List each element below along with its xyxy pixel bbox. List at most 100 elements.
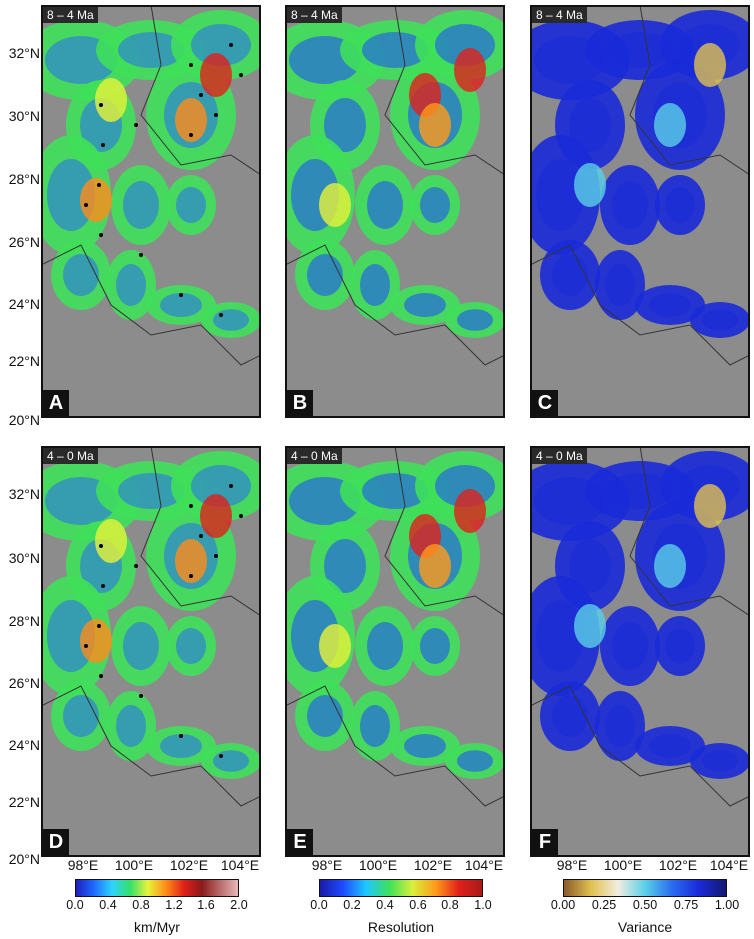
panel-f-map: [530, 446, 750, 857]
coverage-core: [702, 309, 738, 331]
cbar2-tick: 0.75: [673, 898, 699, 912]
panel-a-period: 8 – 4 Ma: [43, 7, 98, 23]
cbar2-tick: 0.25: [591, 898, 617, 912]
sample-point: [189, 63, 193, 67]
coverage-core: [607, 32, 673, 68]
map-graphic: [41, 5, 261, 366]
coverage-core: [213, 750, 249, 772]
lat-label-24b: 24°N: [8, 737, 40, 753]
coverage-core: [569, 539, 611, 593]
coverage-core: [47, 159, 95, 231]
coverage-core: [176, 187, 206, 223]
sample-point: [179, 293, 183, 297]
coverage-core: [569, 98, 611, 152]
coverage-core: [612, 181, 648, 229]
colorbar-variance: [563, 879, 727, 897]
map-graphic: [41, 446, 261, 807]
coverage-core: [118, 473, 184, 509]
panel-e-period: 4 – 0 Ma: [287, 448, 342, 464]
lat-label-30: 30°N: [8, 108, 40, 124]
panel-c-map: [530, 5, 750, 418]
lon-label-98-f: 98°E: [556, 857, 588, 873]
coverage-core: [123, 181, 159, 229]
sample-point: [99, 674, 103, 678]
lon-label-98-e: 98°E: [311, 857, 343, 873]
hotspot: [95, 78, 127, 122]
sample-point: [219, 754, 223, 758]
sample-point: [84, 644, 88, 648]
colorbar-title-resolution: Resolution: [367, 919, 435, 935]
lon-label-104-d: 104°E: [220, 857, 260, 873]
sample-point: [179, 734, 183, 738]
sample-point: [239, 73, 243, 77]
sample-point: [199, 93, 203, 97]
border-line: [530, 5, 750, 366]
map-graphic: [285, 446, 505, 807]
lat-label-26: 26°N: [8, 234, 40, 250]
coverage-core: [404, 293, 446, 317]
lat-label-22: 22°N: [8, 353, 40, 369]
coverage-core: [702, 750, 738, 772]
lon-label-100-d: 100°E: [114, 857, 154, 873]
coverage-core: [420, 628, 450, 664]
hotspot: [319, 624, 351, 668]
cbar1-tick: 0.4: [376, 898, 394, 912]
lon-label-102-d: 102°E: [169, 857, 209, 873]
map-graphic: [285, 5, 505, 366]
hotspot: [80, 178, 112, 222]
coverage-core: [307, 695, 343, 737]
sample-point: [189, 574, 193, 578]
coverage-core: [324, 539, 366, 593]
sample-point: [134, 123, 138, 127]
panel-a-map: [41, 5, 261, 418]
coverage-core: [191, 465, 251, 507]
hotspot: [200, 53, 232, 97]
panel-a-letter: A: [43, 390, 69, 416]
border-line: [41, 446, 261, 807]
coverage-core: [160, 293, 202, 317]
coverage-core: [649, 293, 691, 317]
cbar1-tick: 0.6: [409, 898, 427, 912]
sample-point: [97, 624, 101, 628]
colorbar-title-variance: Variance: [617, 919, 673, 935]
border-line: [41, 5, 261, 366]
coverage-core: [213, 309, 249, 331]
coverage-core: [605, 264, 635, 306]
sample-point: [229, 484, 233, 488]
hotspot: [95, 519, 127, 563]
cbar0-tick: 1.6: [197, 898, 215, 912]
lat-label-20: 20°N: [8, 412, 40, 428]
coverage-core: [63, 254, 99, 296]
coverage-core: [612, 622, 648, 670]
panel-e-map: [285, 446, 505, 857]
coverage-core: [360, 264, 390, 306]
coverage-core: [176, 628, 206, 664]
panel-f-period: 4 – 0 Ma: [532, 448, 587, 464]
hotspot: [419, 103, 451, 147]
sample-point: [99, 544, 103, 548]
coverage-core: [160, 734, 202, 758]
cbar0-tick: 0.8: [132, 898, 150, 912]
coverage-core: [552, 695, 588, 737]
coverage-core: [118, 32, 184, 68]
cbar2-tick: 0.00: [550, 898, 576, 912]
coverage-core: [307, 254, 343, 296]
cbar1-tick: 0.0: [310, 898, 328, 912]
coverage-core: [47, 600, 95, 672]
sample-point: [139, 253, 143, 257]
panel-c-period: 8 – 4 Ma: [532, 7, 587, 23]
colorbar-resolution: [319, 879, 483, 897]
cbar2-tick: 1.00: [714, 898, 740, 912]
lat-label-28: 28°N: [8, 171, 40, 187]
coverage-core: [552, 254, 588, 296]
panel-d-period: 4 – 0 Ma: [43, 448, 98, 464]
sample-point: [99, 233, 103, 237]
lat-label-26b: 26°N: [8, 675, 40, 691]
coverage-core: [367, 181, 403, 229]
hotspot: [454, 489, 486, 533]
sample-point: [84, 203, 88, 207]
hotspot: [200, 494, 232, 538]
hotspot: [574, 163, 606, 207]
sample-point: [97, 183, 101, 187]
sample-point: [199, 534, 203, 538]
